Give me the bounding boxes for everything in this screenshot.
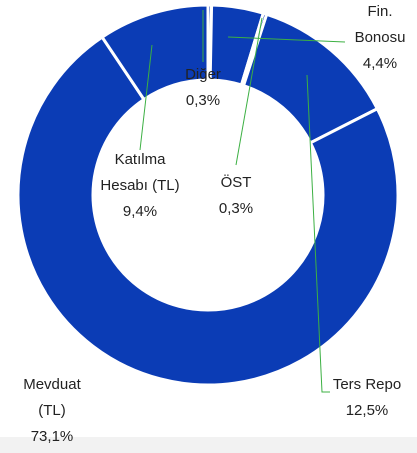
value-label: 0,3% — [185, 92, 221, 109]
slice — [100, 3, 210, 102]
value-label: 4,4% — [362, 55, 398, 72]
slice-label: Ters Repo 12,5% — [317, 372, 417, 424]
slice-label: Fin. Bonosu 4,4% — [345, 0, 415, 77]
value-label: 9,4% — [122, 203, 158, 220]
leader-line — [139, 44, 153, 151]
slice-label: Diğer 0,3% — [163, 62, 243, 114]
category-label: Ters Repo — [332, 376, 402, 393]
slice-label: ÖST 0,3% — [196, 170, 276, 222]
value-label: 73,1% — [30, 428, 74, 445]
leader-line — [235, 17, 263, 166]
value-label: 0,3% — [218, 200, 254, 217]
category-label: Fin. Bonosu — [354, 3, 406, 46]
category-label: ÖST — [220, 174, 252, 191]
chart — [16, 3, 400, 393]
slice-label: Katılma Hesabı (TL) 9,4% — [100, 147, 180, 225]
category-label: Diğer — [185, 66, 221, 83]
slice-label: Mevduat (TL) 73,1% — [12, 372, 92, 450]
footer-band — [0, 437, 417, 453]
leader-lines — [139, 10, 346, 393]
slice — [16, 35, 400, 387]
slices — [16, 3, 400, 387]
leader-line — [306, 74, 330, 393]
category-label: Mevduat (TL) — [23, 376, 81, 419]
value-label: 12,5% — [345, 402, 389, 419]
category-label: Katılma Hesabı (TL) — [100, 151, 180, 194]
leader-line — [227, 36, 346, 43]
